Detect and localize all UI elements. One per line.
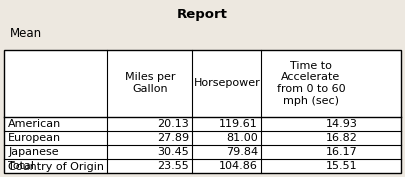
Text: American: American (8, 119, 61, 129)
Text: 20.13: 20.13 (158, 119, 189, 129)
Text: Japanese: Japanese (8, 147, 59, 157)
Text: Report: Report (177, 8, 228, 21)
Text: 16.82: 16.82 (325, 133, 357, 143)
Text: Total: Total (8, 161, 34, 171)
Text: 27.89: 27.89 (157, 133, 189, 143)
Text: Time to
Accelerate
from 0 to 60
mph (sec): Time to Accelerate from 0 to 60 mph (sec… (277, 61, 345, 106)
FancyBboxPatch shape (4, 50, 401, 173)
Text: 30.45: 30.45 (158, 147, 189, 157)
Text: 23.55: 23.55 (158, 161, 189, 171)
Text: 81.00: 81.00 (226, 133, 258, 143)
Text: Country of Origin: Country of Origin (8, 162, 104, 172)
Text: 16.17: 16.17 (326, 147, 357, 157)
Text: 104.86: 104.86 (219, 161, 258, 171)
Text: 119.61: 119.61 (219, 119, 258, 129)
Text: Mean: Mean (10, 27, 42, 40)
Text: European: European (8, 133, 61, 143)
Text: Horsepower: Horsepower (194, 78, 260, 88)
Text: 14.93: 14.93 (325, 119, 357, 129)
Text: Miles per
Gallon: Miles per Gallon (125, 72, 175, 94)
Text: 15.51: 15.51 (326, 161, 357, 171)
Text: 79.84: 79.84 (226, 147, 258, 157)
